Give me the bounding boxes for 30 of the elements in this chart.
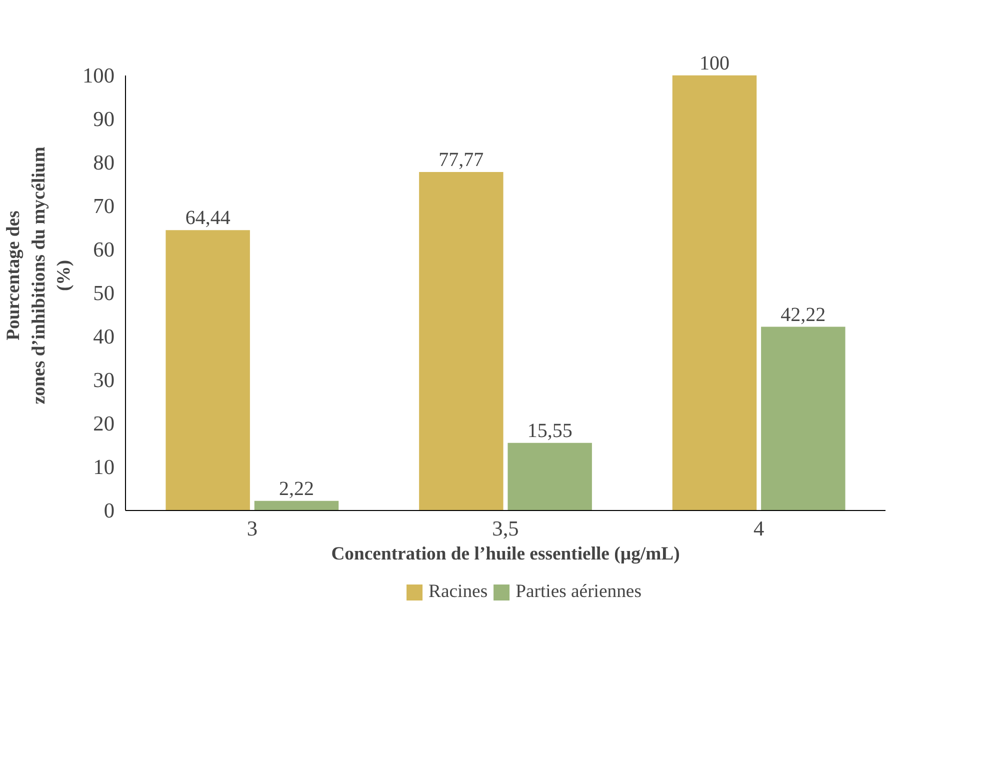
x-tick-label: 3,5: [492, 516, 519, 540]
y-tick-label: 20: [93, 411, 114, 436]
legend-label: Parties aériennes: [516, 581, 642, 603]
data-label: 100: [700, 52, 730, 74]
bar: [166, 230, 250, 510]
legend-label: Racines: [428, 581, 488, 603]
data-label: 77,77: [438, 149, 484, 172]
x-tick-label: 3: [246, 516, 258, 540]
bar: [508, 442, 592, 510]
data-label: 64,44: [185, 207, 230, 230]
bar: [672, 75, 757, 510]
y-tick-label: 30: [93, 368, 114, 392]
y-tick-label: 70: [93, 194, 114, 218]
data-label: 42,22: [780, 304, 826, 326]
y-tick-label: 100: [82, 63, 115, 88]
y-tick-label: 90: [93, 106, 114, 131]
y-tick-label: 40: [93, 324, 114, 348]
y-axis-title: Pourcentage des zones d’inhibitions du mycélium (%): [3, 146, 75, 404]
y-tick-label: 10: [93, 454, 114, 479]
bar: [761, 326, 846, 510]
data-label: 15,55: [527, 420, 572, 442]
bar: [254, 500, 339, 510]
x-tick-label: 4: [754, 516, 764, 540]
bar: [419, 172, 504, 510]
y-tick-label: 0: [104, 498, 115, 522]
data-label: 2,22: [279, 478, 314, 500]
y-tick-label: 80: [93, 150, 114, 174]
y-tick-label: 50: [93, 280, 114, 305]
y-tick-label: 60: [93, 237, 114, 262]
x-axis-title: Concentration de l’huile essentielle (µg/mL): [331, 544, 680, 564]
